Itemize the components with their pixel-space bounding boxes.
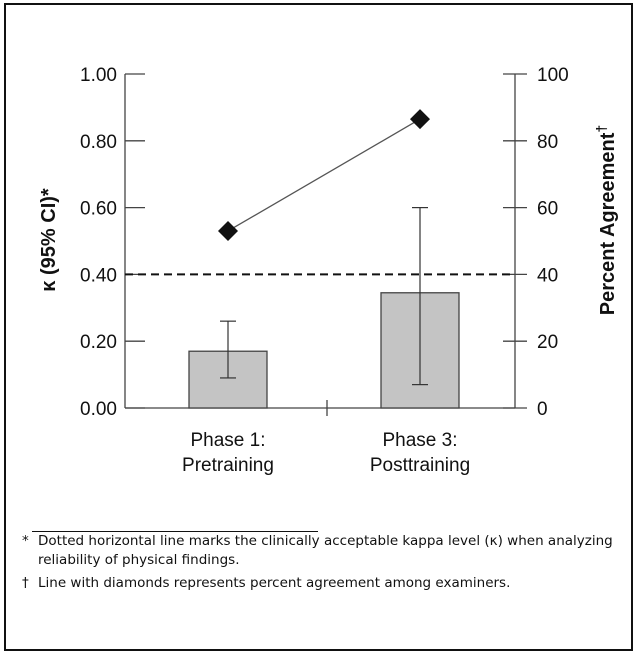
- footnote-1-mark: *: [22, 533, 29, 549]
- footnote-2-text: Line with diamonds represents percent ag…: [38, 575, 511, 591]
- footnotes: * Dotted horizontal line marks the clini…: [22, 532, 622, 597]
- category-labels: Phase 1: Pretraining Phase 3: Posttraining: [182, 430, 470, 476]
- footnote-2-mark: †: [22, 575, 29, 591]
- category-2-line1: Phase 3:: [383, 430, 458, 451]
- right-tick-label-2: 40: [537, 265, 558, 286]
- left-tick-label-0: 0.00: [80, 399, 117, 420]
- right-tick-label-1: 20: [537, 332, 558, 353]
- left-tick-label-2: 0.40: [80, 265, 117, 286]
- right-tick-label-4: 80: [537, 132, 558, 153]
- diamond-marker-2: [410, 109, 430, 130]
- left-axis-title: κ (95% CI)*: [38, 188, 60, 292]
- right-axis-title: Percent Agreement†: [593, 125, 619, 315]
- category-2-line2: Posttraining: [370, 455, 470, 476]
- footnote-2: † Line with diamonds represents percent …: [22, 574, 622, 593]
- figure-frame: [4, 3, 633, 651]
- footnote-rule: [32, 531, 318, 532]
- left-axis: 0.00 0.20 0.40 0.60 0.80 1.00: [80, 65, 515, 420]
- category-1-line2: Pretraining: [182, 455, 274, 476]
- percent-agreement-series: [218, 109, 430, 241]
- left-tick-label-1: 0.20: [80, 332, 117, 353]
- right-tick-label-0: 0: [537, 399, 548, 420]
- footnote-1: * Dotted horizontal line marks the clini…: [22, 532, 622, 570]
- left-tick-label-5: 1.00: [80, 65, 117, 86]
- footnote-1-text: Dotted horizontal line marks the clinica…: [38, 533, 613, 568]
- bars: [188, 207, 460, 409]
- right-tick-label-3: 60: [537, 199, 558, 220]
- right-axis-title-suffix: †: [593, 125, 609, 133]
- left-tick-label-3: 0.60: [80, 199, 117, 220]
- right-axis-title-text: Percent Agreement: [597, 132, 619, 315]
- right-axis: 0 20 40 60 80 100: [503, 65, 569, 420]
- category-1-line1: Phase 1:: [191, 430, 266, 451]
- diamond-marker-1: [218, 220, 238, 241]
- percent-agreement-line: [227, 118, 421, 232]
- right-tick-label-5: 100: [537, 65, 569, 86]
- left-tick-label-4: 0.80: [80, 132, 117, 153]
